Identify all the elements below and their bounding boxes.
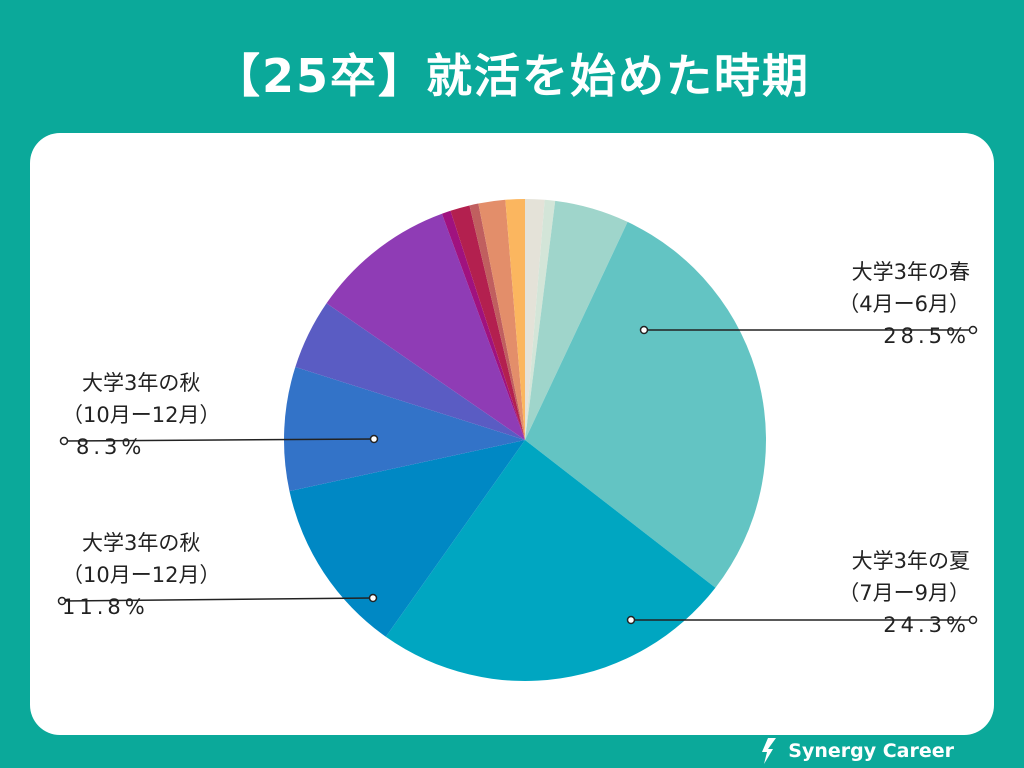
pie-slice-13: [505, 199, 525, 440]
leader-dot-1-1: [968, 615, 978, 625]
label-autumn-b: 大学3年の秋 （10月ー12月） 8.3%: [62, 367, 262, 463]
label-spring: 大学3年の春 （4月ー6月） 28.5%: [800, 256, 970, 352]
pie-slice-5: [289, 440, 525, 637]
label-spring-pct: 28.5%: [883, 324, 970, 348]
label-summer-line2: （7月ー9月）: [838, 581, 970, 605]
leader-line-2: [61, 597, 374, 602]
pie-slice-2: [525, 200, 628, 440]
label-autumn-a-line1: 大学3年の秋: [82, 531, 201, 555]
pie-slice-9: [441, 210, 525, 440]
label-spring-line2: （4月ー6月）: [838, 292, 970, 316]
label-autumn-b-pct: 8.3%: [76, 435, 146, 459]
leader-dot-3-0: [369, 434, 379, 444]
brand-name: Synergy Career: [788, 740, 954, 762]
label-autumn-a: 大学3年の秋 （10月ー12月） 11.8%: [62, 527, 262, 623]
pie-slice-8: [326, 213, 525, 440]
leader-line-3: [63, 438, 375, 442]
label-autumn-b-line1: 大学3年の秋: [82, 371, 201, 395]
pie-slice-10: [450, 205, 525, 440]
leader-dot-0-0: [639, 325, 649, 335]
pie-slice-7: [295, 303, 525, 440]
label-autumn-b-line2: （10月ー12月）: [62, 403, 221, 427]
pie-slice-3: [525, 221, 766, 588]
leader-dot-2-0: [368, 593, 378, 603]
leader-dot-3-1: [59, 436, 69, 446]
pie-slice-0: [525, 199, 545, 440]
pie-slice-11: [469, 203, 525, 440]
leader-dot-1-0: [626, 615, 636, 625]
brand-mark-icon: [762, 738, 777, 764]
pie-slice-1: [525, 199, 556, 440]
label-autumn-a-pct: 11.8%: [62, 595, 149, 619]
label-summer-pct: 24.3%: [883, 613, 970, 637]
leader-dot-0-1: [968, 325, 978, 335]
label-summer: 大学3年の夏 （7月ー9月） 24.3%: [780, 545, 970, 641]
pie-slice-12: [478, 199, 525, 440]
pie-slice-6: [284, 366, 525, 492]
label-summer-line1: 大学3年の夏: [851, 549, 970, 573]
brand-logo: Synergy Career: [760, 738, 954, 764]
page-title: 【25卒】就活を始めた時期: [213, 49, 810, 103]
label-spring-line1: 大学3年の春: [851, 260, 970, 284]
label-autumn-a-line2: （10月ー12月）: [62, 563, 221, 587]
leader-dot-2-1: [57, 596, 67, 606]
